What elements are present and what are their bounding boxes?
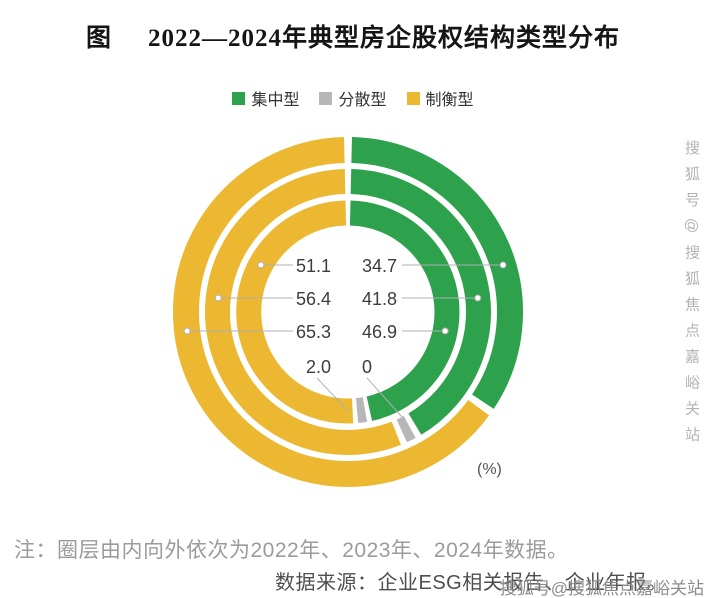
ring-segment-2024 bbox=[351, 137, 523, 409]
legend-label: 制衡型 bbox=[425, 92, 474, 109]
ring-segment-2023 bbox=[205, 169, 401, 455]
legend-item-balanced: 制衡型 bbox=[406, 86, 474, 110]
ring-segment-2022 bbox=[349, 200, 460, 421]
ring-segment-2023 bbox=[396, 415, 416, 443]
leader-dot bbox=[474, 294, 482, 302]
legend-swatch-yellow bbox=[406, 91, 420, 105]
leader-dot bbox=[183, 327, 191, 335]
value-dispersed-2024: 0 bbox=[362, 357, 372, 377]
value-balanced-2022: 51.1 bbox=[296, 256, 331, 276]
source-text: 数据来源：企业ESG相关报告、企业年报。 bbox=[275, 572, 668, 594]
value-balanced-2024: 65.3 bbox=[296, 322, 331, 342]
leader-dot bbox=[257, 261, 265, 269]
leader-dot bbox=[499, 261, 507, 269]
leader-dot bbox=[441, 327, 449, 335]
leader-line bbox=[316, 377, 350, 413]
ring-segment-2024 bbox=[173, 137, 490, 487]
ring-segment-2023 bbox=[350, 169, 491, 435]
value-concentrated-2023: 41.8 bbox=[362, 289, 397, 309]
donut-rings bbox=[173, 137, 523, 487]
watermark-vertical: 搜狐号@搜狐焦点嘉峪关站 bbox=[683, 140, 700, 453]
center-value-labels: 51.1 56.4 65.3 2.0 34.7 41.8 46.9 0 bbox=[296, 256, 397, 377]
legend-swatch-gray bbox=[319, 91, 333, 105]
watermark-bottom: 搜狐号@搜狐焦点嘉峪关站 bbox=[499, 579, 704, 598]
ring-segment-2022 bbox=[355, 397, 368, 424]
value-dispersed-2022: 2.0 bbox=[306, 357, 331, 377]
leader-lines bbox=[183, 261, 507, 418]
legend-label: 分散型 bbox=[338, 92, 387, 109]
note-text: 注：圈层由内向外依次为2022年、2023年、2024年数据。 bbox=[14, 539, 569, 562]
leader-line bbox=[366, 377, 403, 418]
legend-swatch-green bbox=[232, 91, 246, 105]
value-concentrated-2024: 34.7 bbox=[362, 256, 397, 276]
legend-label: 集中型 bbox=[251, 92, 300, 109]
ring-segment-2022 bbox=[236, 200, 354, 424]
legend-item-dispersed: 分散型 bbox=[319, 86, 387, 110]
chart-legend: 集中型 分散型 制衡型 bbox=[0, 86, 706, 110]
value-balanced-2023: 56.4 bbox=[296, 289, 331, 309]
unit-label: (%) bbox=[477, 461, 502, 478]
value-concentrated-2022: 46.9 bbox=[362, 322, 397, 342]
figure-title-text: 2022—2024年典型房企股权结构类型分布 bbox=[148, 25, 621, 52]
leader-dot bbox=[214, 294, 222, 302]
legend-item-concentrated: 集中型 bbox=[232, 86, 299, 110]
chart-title: 图 2022—2024年典型房企股权结构类型分布 bbox=[0, 18, 706, 54]
figure-label: 图 bbox=[85, 25, 112, 52]
